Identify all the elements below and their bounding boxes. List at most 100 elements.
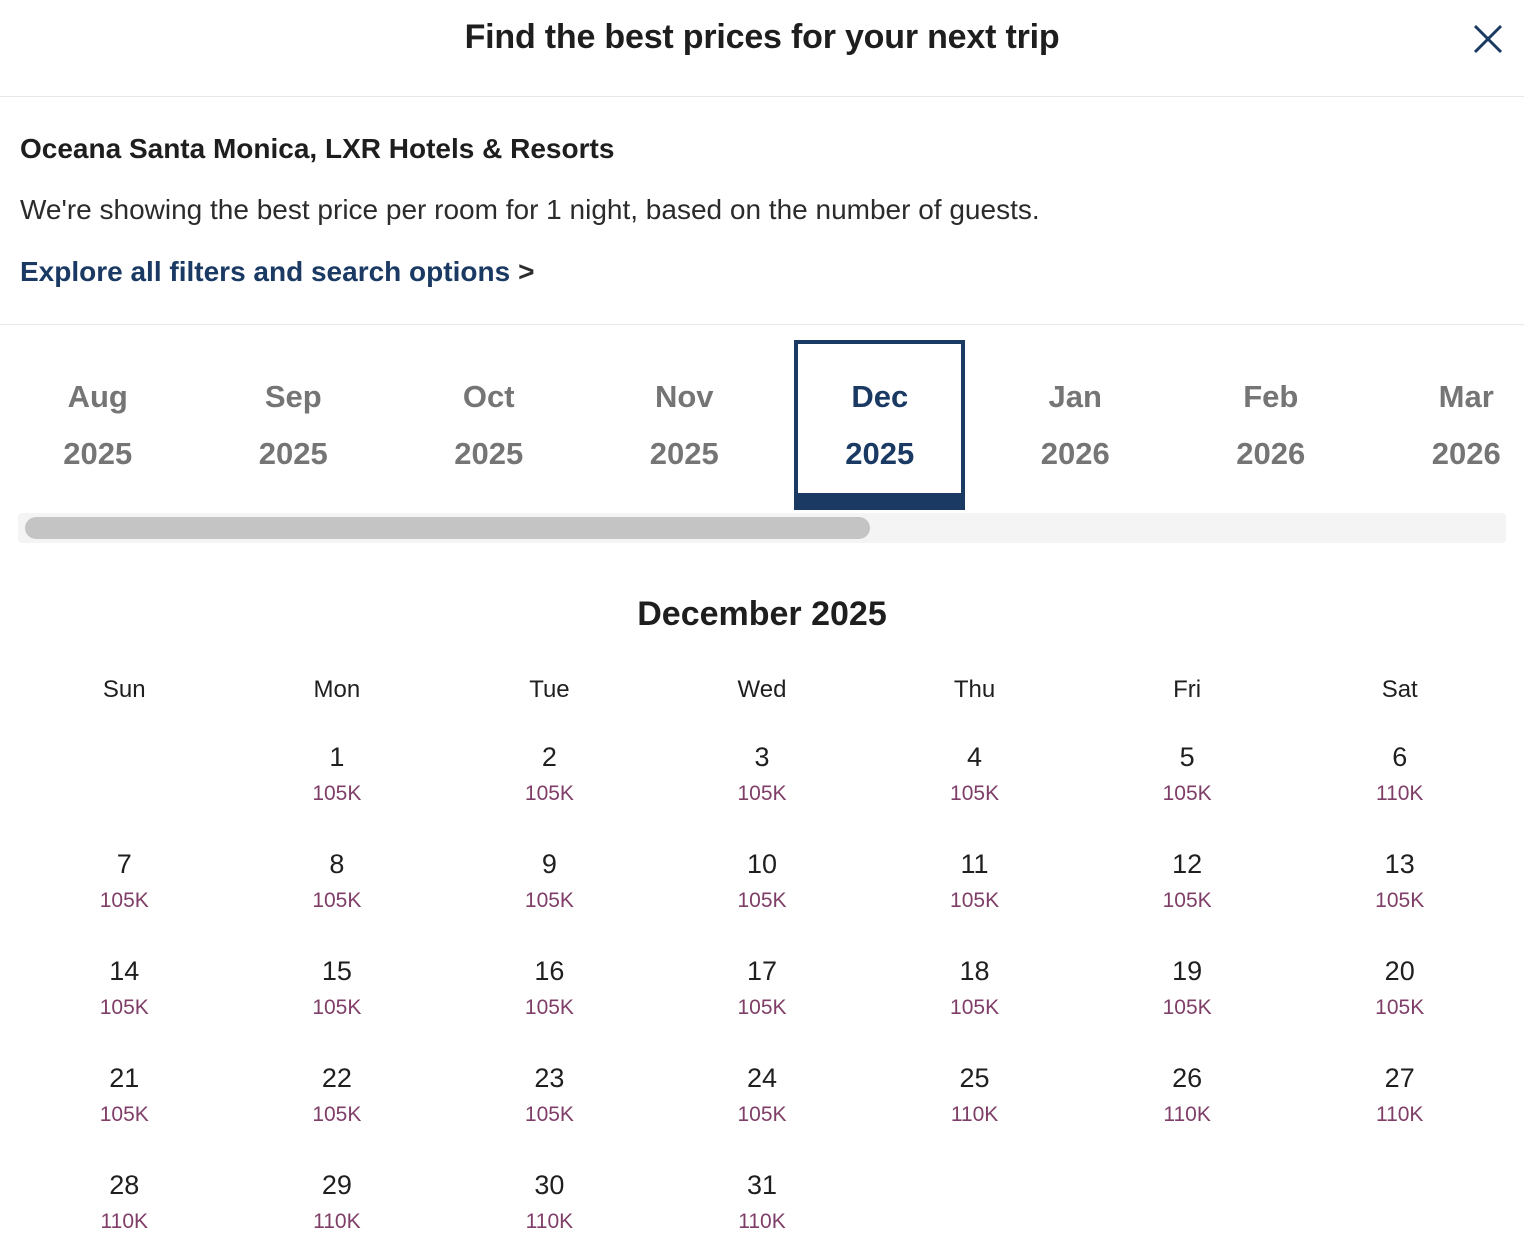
month-tab-box: Jan 2026 [990,340,1161,510]
day-points-price: 105K [312,889,362,912]
modal-title: Find the best prices for your next trip [464,18,1060,56]
tab-year-label: 2025 [845,435,915,471]
day-number: 9 [541,849,557,879]
day-number: 5 [1179,742,1195,772]
day-cell-26[interactable]: 26 110K [1081,1049,1294,1156]
day-number: 29 [321,1170,352,1200]
day-points-price: 105K [99,1103,149,1126]
close-icon [1471,22,1505,59]
month-tab-feb-2026[interactable]: Feb 2026 [1173,325,1369,510]
day-cell-12[interactable]: 12 105K [1081,835,1294,942]
day-cell-9[interactable]: 9 105K [443,835,656,942]
day-number: 10 [746,849,778,879]
explore-filters-link[interactable]: Explore all filters and search options > [20,256,535,288]
day-points-price: 105K [1375,889,1425,912]
tab-year-label: 2026 [1431,435,1501,471]
day-cell-14[interactable]: 14 105K [18,942,231,1049]
day-cell-24[interactable]: 24 105K [656,1049,869,1156]
day-number: 3 [754,742,770,772]
day-points-price: 105K [1162,782,1212,805]
day-cell-17[interactable]: 17 105K [656,942,869,1049]
day-cell-30[interactable]: 30 110K [443,1156,656,1252]
day-number: 15 [321,956,352,986]
close-button[interactable] [1466,18,1510,62]
week-row: 28 110K 29 110K 30 110K 31 110K [18,1156,1506,1252]
day-header-fri: Fri [1173,676,1202,703]
day-header-tue: Tue [529,676,570,703]
day-header-thu: Thu [953,676,996,703]
month-tab-box: Oct 2025 [403,340,574,510]
month-tab-aug-2025[interactable]: Aug 2025 [0,325,196,510]
day-cell-29[interactable]: 29 110K [231,1156,444,1252]
day-cell-7[interactable]: 7 105K [18,835,231,942]
day-number: 27 [1384,1063,1415,1093]
tab-year-label: 2026 [1236,435,1306,471]
day-number: 8 [329,849,345,879]
tab-month-label: Mar [1438,378,1494,414]
month-tab-box: Aug 2025 [12,340,183,510]
day-header-sat: Sat [1381,676,1418,703]
day-header-mon: Mon [313,676,361,703]
day-cell-20[interactable]: 20 105K [1293,942,1506,1049]
day-cell-8[interactable]: 8 105K [231,835,444,942]
tab-year-label: 2025 [454,435,524,471]
day-points-price: 105K [524,782,574,805]
modal-header: Find the best prices for your next trip [0,0,1524,97]
month-tab-sep-2025[interactable]: Sep 2025 [196,325,392,510]
day-points-price: 105K [312,782,362,805]
day-cell-1[interactable]: 1 105K [231,728,444,835]
day-points-price: 105K [950,782,1000,805]
day-cell-15[interactable]: 15 105K [231,942,444,1049]
day-cell-21[interactable]: 21 105K [18,1049,231,1156]
day-cell-13[interactable]: 13 105K [1293,835,1506,942]
day-cell-19[interactable]: 19 105K [1081,942,1294,1049]
month-tab-oct-2025[interactable]: Oct 2025 [391,325,587,510]
hotel-name: Oceana Santa Monica, LXR Hotels & Resort… [20,133,615,164]
day-number: 28 [109,1170,140,1200]
month-tab-nov-2025[interactable]: Nov 2025 [587,325,783,510]
week-row: 1 105K 2 105K 3 105K 4 105K 5 105K 6 110K [18,728,1506,835]
day-number: 24 [746,1063,778,1093]
day-cell-6[interactable]: 6 110K [1293,728,1506,835]
month-tab-jan-2026[interactable]: Jan 2026 [978,325,1174,510]
day-number: 16 [534,956,565,986]
day-points-price: 105K [312,996,362,1019]
tab-year-label: 2026 [1040,435,1110,471]
day-cell-3[interactable]: 3 105K [656,728,869,835]
tab-year-label: 2025 [649,435,719,471]
day-points-price: 105K [312,1103,362,1126]
calendar-section: December 2025 Sun Mon Tue Wed Thu Fri Sat 1 105… [0,595,1524,1252]
day-cell-16[interactable]: 16 105K [443,942,656,1049]
month-tab-box: Sep 2025 [208,340,379,510]
day-points-price: 110K [738,1210,786,1233]
day-cell-10[interactable]: 10 105K [656,835,869,942]
day-cell-11[interactable]: 11 105K [868,835,1081,942]
day-cell-18[interactable]: 18 105K [868,942,1081,1049]
empty-day-cell [1293,1156,1506,1252]
chevron-right-icon: > [518,256,535,287]
day-cell-22[interactable]: 22 105K [231,1049,444,1156]
month-tab-dec-2025[interactable]: Dec 2025 [782,325,978,510]
day-cell-4[interactable]: 4 105K [868,728,1081,835]
day-cell-27[interactable]: 27 110K [1293,1049,1506,1156]
day-number: 30 [534,1170,565,1200]
day-points-price: 105K [737,782,787,805]
month-tabs-scrollbar-thumb[interactable] [25,517,870,539]
day-points-price: 105K [737,996,787,1019]
tab-month-label: Dec [851,378,909,414]
day-cell-25[interactable]: 25 110K [868,1049,1081,1156]
month-tab-mar-2026[interactable]: Mar 2026 [1369,325,1524,510]
day-points-price: 105K [737,1103,787,1126]
day-points-price: 110K [525,1210,574,1233]
day-number: 1 [329,742,345,772]
day-cell-28[interactable]: 28 110K [18,1156,231,1252]
month-tabs-scrollbar-track[interactable] [18,513,1506,543]
day-cell-23[interactable]: 23 105K [443,1049,656,1156]
day-cell-5[interactable]: 5 105K [1081,728,1294,835]
day-points-price: 105K [1162,889,1212,912]
day-cell-2[interactable]: 2 105K [443,728,656,835]
day-points-price: 105K [524,889,574,912]
calendar-month-title: December 2025 [637,595,887,633]
selected-tab-underline [798,493,962,506]
day-cell-31[interactable]: 31 110K [656,1156,869,1252]
